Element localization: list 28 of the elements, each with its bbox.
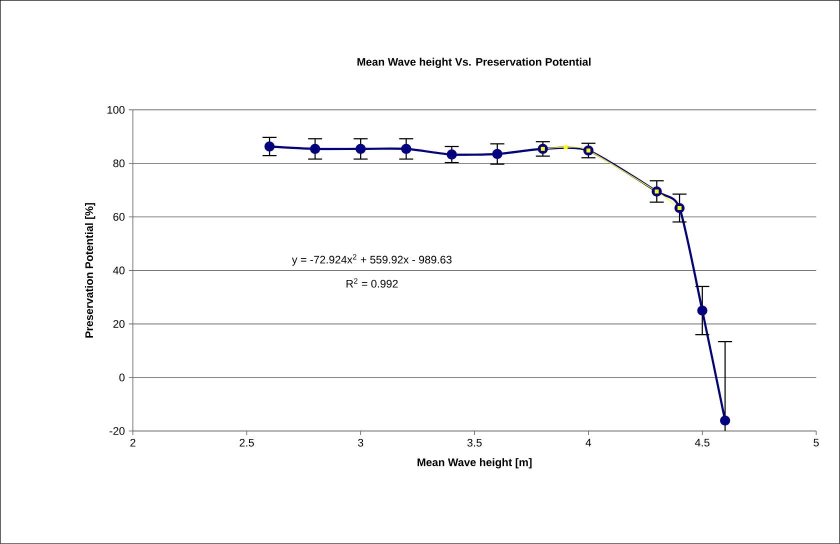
annotation: R$^{2}$ = 0.992 bbox=[346, 278, 398, 288]
x-tick-label: 5 bbox=[814, 438, 819, 447]
x-tick-label: 4 bbox=[586, 438, 592, 446]
x-tick-label: 3.5 bbox=[467, 438, 482, 447]
point bbox=[446, 150, 457, 160]
y-tick-label: 60 bbox=[113, 213, 125, 221]
x-axis-title: Mean Wave height [m] bbox=[418, 458, 532, 468]
point bbox=[492, 148, 502, 160]
y-tick-label: -20 bbox=[110, 427, 125, 435]
annotation: y = -72.924x$^{2}$ + 559.92x - 989.63 bbox=[292, 254, 452, 266]
chart-title: Mean Wave height Vs. Preservation Potential bbox=[357, 58, 591, 68]
point bbox=[564, 145, 568, 150]
point bbox=[356, 144, 366, 154]
y-tick-label: 0 bbox=[119, 374, 125, 382]
point bbox=[697, 306, 708, 316]
point bbox=[720, 416, 730, 426]
y-axis-title: Preservation Potential [%] bbox=[84, 203, 96, 338]
point bbox=[264, 141, 275, 152]
x-tick-label: 2.5 bbox=[240, 438, 254, 447]
x-tick-label: 4.5 bbox=[694, 438, 710, 447]
y-tick-label: 80 bbox=[113, 160, 125, 168]
point bbox=[401, 144, 412, 154]
x-tick-label: 3 bbox=[358, 438, 364, 447]
point bbox=[310, 144, 320, 154]
y-tick-label: 20 bbox=[113, 320, 125, 328]
x-tick-label: 2 bbox=[130, 438, 136, 447]
y-tick-label: 40 bbox=[113, 266, 125, 274]
y-tick-label: 100 bbox=[108, 106, 125, 114]
